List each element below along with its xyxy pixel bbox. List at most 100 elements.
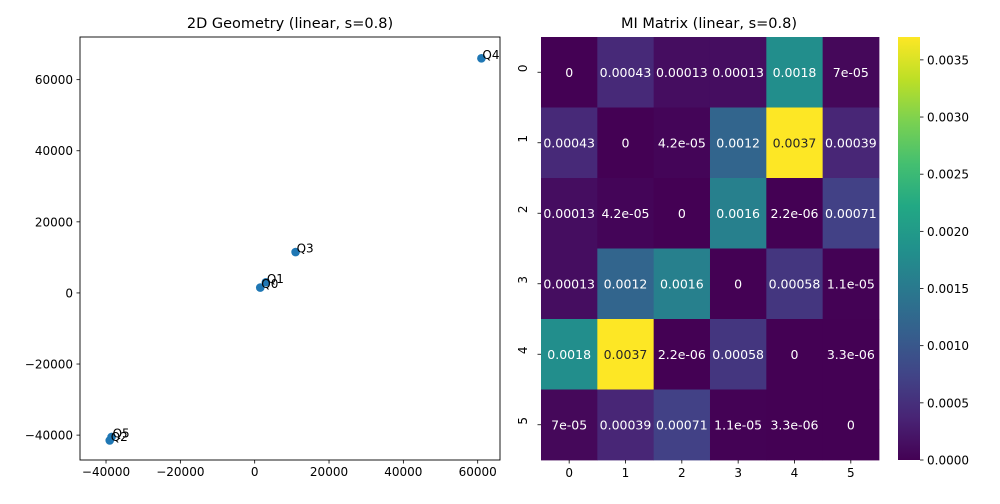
heatmap-ticks: 0 1 2 3 4 5 0 1 2 3 4 5 xyxy=(516,64,855,480)
heatmap-ytick-label: 2 xyxy=(516,205,530,213)
colorbar-tick-label: 0.0015 xyxy=(927,282,969,296)
heatmap-cell xyxy=(541,319,598,390)
heatmap-cell-label: 0.00071 xyxy=(656,417,708,432)
heatmap-cell xyxy=(822,248,880,320)
heatmap-chart: MI Matrix (linear, s=0.8) 0 0.00043 0.0001… xyxy=(516,16,969,480)
scatter-xtick-label: 40000 xyxy=(384,465,422,479)
heatmap-cell xyxy=(653,248,711,320)
scatter-ytick-label: −40000 xyxy=(25,429,73,443)
scatter-ticks: −40000 −20000 0 20000 40000 60000 −40000 −20000… xyxy=(25,73,497,479)
heatmap-cell-label: 7e-05 xyxy=(551,417,587,432)
heatmap-cell xyxy=(597,107,655,179)
heatmap-cell-label: 0.00058 xyxy=(769,276,821,291)
heatmap-cell xyxy=(766,319,824,390)
heatmap-cell-label: 0 xyxy=(678,206,686,221)
heatmap-cell xyxy=(709,248,767,320)
heatmap-cell xyxy=(709,319,767,390)
heatmap-cell-label: 0.0012 xyxy=(604,276,648,291)
scatter-ytick-label: 60000 xyxy=(35,73,73,87)
heatmap-cell-label: 0 xyxy=(791,347,799,362)
heatmap-cell-label: 0.00043 xyxy=(543,135,595,150)
heatmap-cell-label: 0.00013 xyxy=(712,65,764,80)
heatmap-ytick-label: 4 xyxy=(516,346,530,354)
scatter-xtick-label: 20000 xyxy=(310,465,348,479)
heatmap-cell-label: 0 xyxy=(622,135,630,150)
heatmap-cell xyxy=(653,389,711,461)
colorbar-tick-label: 0.0025 xyxy=(927,168,969,182)
scatter-point xyxy=(261,277,271,287)
heatmap-cell-label: 0.0018 xyxy=(547,347,591,362)
scatter-ytick-label: −20000 xyxy=(25,358,73,372)
heatmap-cell xyxy=(597,319,655,390)
heatmap-cell xyxy=(709,37,767,108)
heatmap-xtick-label: 4 xyxy=(791,466,799,480)
heatmap-ytick-label: 5 xyxy=(516,417,530,425)
heatmap-cell xyxy=(822,319,880,390)
scatter-xtick-label: 60000 xyxy=(459,465,497,479)
heatmap-cell-label: 0.0012 xyxy=(716,135,760,150)
scatter-point xyxy=(107,432,116,442)
heatmap-cell-label: 2.2e-06 xyxy=(658,347,706,362)
heatmap-cell xyxy=(709,389,767,461)
heatmap-cell-label: 0.0016 xyxy=(716,206,760,221)
heatmap-cell xyxy=(541,248,598,320)
scatter-ytick-label: 0 xyxy=(65,286,73,300)
scatter-title: 2D Geometry (linear, s=0.8) xyxy=(187,16,393,32)
colorbar-tick-label: 0.0005 xyxy=(927,396,969,410)
scatter-xtick-label: −40000 xyxy=(82,465,130,479)
scatter-point xyxy=(291,247,300,257)
colorbar: 0.0000 0.0005 0.0010 0.0015 0.0020 0.0025 0.00… xyxy=(898,37,969,468)
heatmap-cell-label: 3.3e-06 xyxy=(827,347,875,362)
heatmap-cell xyxy=(597,37,655,108)
heatmap-cell xyxy=(653,178,711,249)
heatmap-xtick-label: 2 xyxy=(678,466,686,480)
heatmap-cell xyxy=(766,389,824,461)
heatmap-cell xyxy=(597,248,655,320)
heatmap-cell-label: 0 xyxy=(565,65,573,80)
heatmap-cell xyxy=(653,37,711,108)
heatmap-cell-label: 0.0016 xyxy=(660,276,704,291)
heatmap-cell xyxy=(709,178,767,249)
heatmap-cell-label: 2.2e-06 xyxy=(770,206,818,221)
heatmap-cell-label: 4.2e-05 xyxy=(658,135,706,150)
colorbar-gradient xyxy=(898,37,920,460)
heatmap-cell xyxy=(822,37,880,108)
heatmap-title: MI Matrix (linear, s=0.8) xyxy=(621,16,797,32)
colorbar-tick-label: 0.0030 xyxy=(927,111,969,125)
heatmap-xtick-label: 0 xyxy=(565,466,573,480)
scatter-point-label: Q2 xyxy=(111,430,128,444)
heatmap-cell-label: 0.00043 xyxy=(600,65,652,80)
heatmap-cell xyxy=(597,389,655,461)
heatmap-ytick-label: 1 xyxy=(516,135,530,143)
scatter-point xyxy=(477,54,486,63)
heatmap-cell xyxy=(541,37,598,108)
scatter-xtick-label: 0 xyxy=(251,465,259,479)
heatmap-cell-label: 0.0037 xyxy=(773,135,817,150)
colorbar-tick-label: 0.0020 xyxy=(927,225,969,239)
heatmap-cell xyxy=(653,319,711,390)
scatter-point-label: Q5 xyxy=(113,426,130,440)
scatter-ytick-label: 40000 xyxy=(35,144,73,158)
heatmap-cell-label: 0.00013 xyxy=(543,206,595,221)
heatmap-cell xyxy=(766,37,824,108)
heatmap-cell-label: 0.00039 xyxy=(825,135,877,150)
heatmap-cell-label: 0.0037 xyxy=(604,347,648,362)
heatmap-cell-label: 3.3e-06 xyxy=(770,417,818,432)
heatmap-cell-label: 0 xyxy=(734,276,742,291)
scatter-point-label: Q3 xyxy=(297,242,314,256)
heatmap-cell xyxy=(597,178,655,249)
heatmap-xtick-label: 5 xyxy=(847,466,855,480)
heatmap-cell-label: 0.0018 xyxy=(773,65,817,80)
heatmap-cell-label: 4.2e-05 xyxy=(601,206,649,221)
heatmap-cell-label: 0 xyxy=(847,417,855,432)
scatter-xtick-label: −20000 xyxy=(156,465,204,479)
heatmap-cell xyxy=(541,107,598,179)
colorbar-tick-label: 0.0000 xyxy=(927,454,969,468)
heatmap-cell-label: 0.00071 xyxy=(825,206,877,221)
heatmap-cell-label: 0.00013 xyxy=(656,65,708,80)
heatmap-cell-label: 0.00013 xyxy=(543,276,595,291)
heatmap-xtick-label: 3 xyxy=(734,466,742,480)
heatmap-cell-label: 0.00058 xyxy=(712,347,764,362)
